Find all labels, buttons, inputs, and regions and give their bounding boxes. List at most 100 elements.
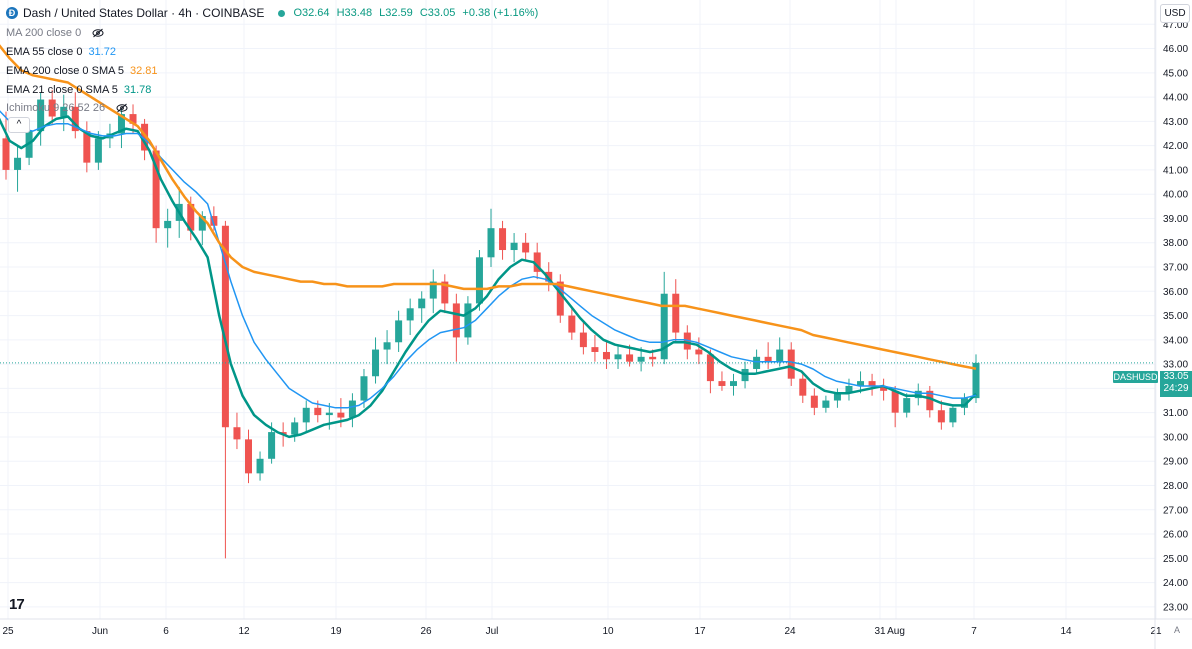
- candle-body: [14, 157, 22, 170]
- candle-body: [60, 106, 68, 117]
- candle-body: [429, 281, 437, 299]
- candle-body: [903, 398, 911, 413]
- candle-body: [487, 228, 495, 258]
- market-status-icon: [278, 9, 286, 17]
- candle-body: [464, 303, 472, 338]
- currency-selector[interactable]: USD: [1160, 4, 1190, 23]
- candle-body: [833, 393, 841, 401]
- indicator-ichimoku[interactable]: Ichimoku 9 26 52 26: [6, 102, 128, 114]
- x-tick-label: 25: [2, 626, 14, 637]
- indicator-value: 31.72: [88, 46, 116, 58]
- dash-logo-icon: Đ: [6, 7, 18, 19]
- candle-body: [937, 410, 945, 423]
- candle-body: [233, 427, 241, 440]
- last-price-tag: 33.05 24:29: [1160, 371, 1192, 397]
- indicator-value: 32.81: [130, 65, 158, 77]
- candle-body: [810, 395, 818, 408]
- collapse-legend-button[interactable]: ^: [8, 117, 30, 133]
- candle-body: [510, 242, 518, 251]
- indicator-ma200[interactable]: MA 200 close 0: [6, 27, 104, 39]
- candle-body: [579, 332, 587, 348]
- y-tick-label: 38.00: [1163, 238, 1188, 249]
- candle-body: [245, 439, 252, 474]
- candle-body: [221, 225, 229, 428]
- grid: [0, 0, 1157, 619]
- y-tick-label: 23.00: [1163, 602, 1188, 613]
- y-tick-label: 41.00: [1163, 165, 1188, 176]
- candle-body: [418, 298, 426, 309]
- x-tick-label: Aug: [887, 626, 905, 637]
- x-tick-label: 24: [784, 626, 796, 637]
- candle-body: [522, 242, 530, 253]
- y-tick-label: 31.00: [1163, 408, 1188, 419]
- candle-body: [268, 432, 276, 459]
- candle-body: [94, 138, 102, 163]
- x-tick-label: 17: [694, 626, 706, 637]
- candle-body: [776, 349, 784, 362]
- series-line: [0, 110, 977, 409]
- last-price-value: 33.05: [1163, 371, 1189, 382]
- candle-body: [868, 381, 876, 386]
- candle-body: [141, 123, 149, 151]
- candle-body: [626, 354, 634, 362]
- ohlc-values: O32.64 H33.48 L32.59 C33.05 +0.38 (+1.16…: [293, 7, 542, 19]
- indicator-lines: [0, 44, 977, 439]
- candle-body: [718, 381, 726, 386]
- tradingview-logo-icon[interactable]: 17: [9, 596, 25, 613]
- indicator-label: EMA 55 close 0: [6, 46, 83, 58]
- y-tick-label: 46.00: [1163, 44, 1188, 55]
- y-tick-label: 30.00: [1163, 432, 1188, 443]
- candle-body: [660, 293, 668, 360]
- candle-body: [764, 356, 772, 362]
- candle-body: [348, 400, 356, 418]
- ohlc-change: +0.38 (+1.16%): [462, 7, 539, 19]
- x-tick-label: 6: [163, 626, 169, 637]
- x-tick-label: 26: [420, 626, 432, 637]
- bar-countdown: 24:29: [1163, 383, 1189, 394]
- candle-body: [83, 131, 91, 163]
- y-tick-label: 47.00: [1163, 20, 1188, 31]
- candle-body: [591, 347, 599, 352]
- candle-body: [880, 385, 888, 391]
- candle-body: [475, 257, 483, 304]
- y-tick-label: 36.00: [1163, 287, 1188, 298]
- candle-body: [556, 281, 564, 316]
- candle-body: [48, 99, 56, 117]
- indicator-ema21[interactable]: EMA 21 close 0 SMA 5 31.78: [6, 84, 151, 96]
- indicator-ema200[interactable]: EMA 200 close 0 SMA 5 32.81: [6, 65, 158, 77]
- candle-body: [198, 216, 206, 231]
- ohlc-open: O32.64: [293, 7, 330, 19]
- candle-body: [37, 99, 45, 132]
- auto-scale-button[interactable]: A: [1174, 625, 1181, 635]
- candle-body: [649, 356, 657, 360]
- candle-body: [129, 114, 137, 124]
- y-tick-label: 33.00: [1163, 360, 1188, 371]
- indicator-ema55[interactable]: EMA 55 close 0 31.72: [6, 46, 116, 58]
- candle-body: [210, 216, 218, 226]
- candle-body: [187, 203, 195, 231]
- candles: [2, 89, 980, 559]
- x-tick-label: 21: [1150, 626, 1162, 637]
- candle-body: [602, 351, 610, 360]
- candle-body: [71, 106, 79, 132]
- candle-body: [325, 412, 333, 416]
- candle-body: [152, 150, 160, 229]
- hidden-eye-icon[interactable]: [116, 103, 128, 113]
- y-tick-label: 35.00: [1163, 311, 1188, 322]
- x-tick-label: 19: [330, 626, 342, 637]
- candle-body: [452, 303, 460, 338]
- series-line: [0, 115, 977, 439]
- x-tick-label: 14: [1060, 626, 1072, 637]
- series-line: [0, 44, 977, 370]
- candle-body: [730, 381, 737, 386]
- candle-body: [406, 308, 414, 321]
- candle-body: [822, 400, 830, 408]
- symbol-header[interactable]: Đ Dash / United States Dollar · 4h · COI…: [6, 6, 542, 20]
- y-tick-label: 34.00: [1163, 335, 1188, 346]
- hidden-eye-icon[interactable]: [92, 28, 104, 38]
- indicator-label: Ichimoku 9 26 52 26: [6, 102, 106, 114]
- y-tick-label: 28.00: [1163, 481, 1188, 492]
- candle-body: [672, 293, 680, 333]
